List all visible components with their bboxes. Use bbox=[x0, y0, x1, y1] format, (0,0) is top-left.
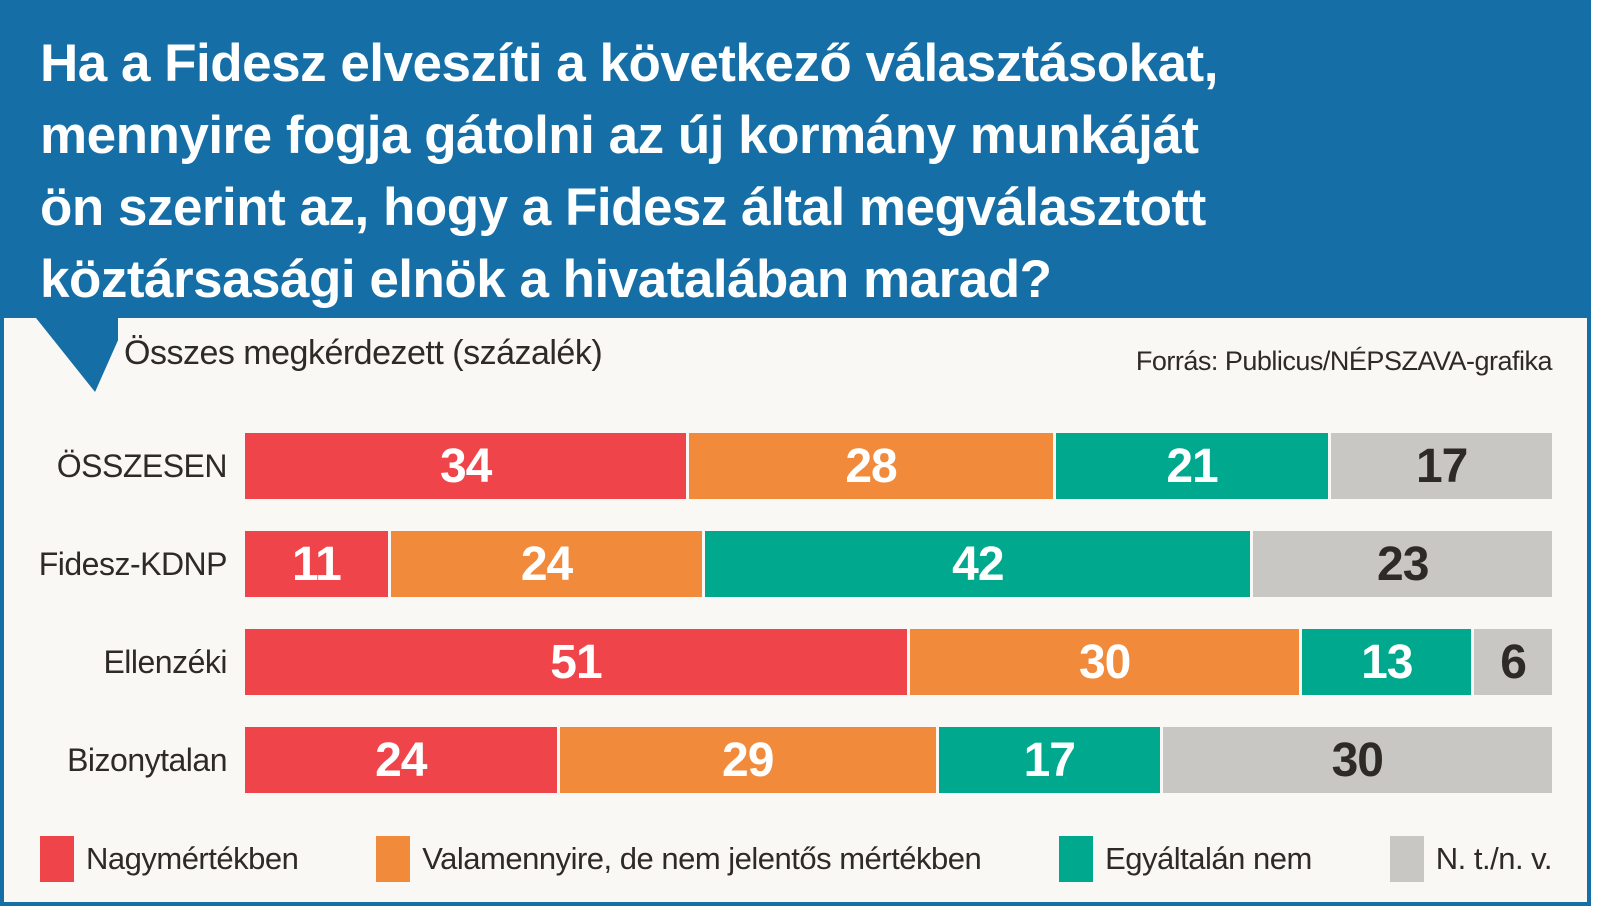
legend-label: Valamennyire, de nem jelentős mértékben bbox=[422, 841, 982, 876]
segment-value: 34 bbox=[439, 439, 492, 493]
legend-item: Nagymértékben bbox=[40, 836, 299, 882]
bar-segment: 21 bbox=[1055, 433, 1329, 499]
segment-value: 21 bbox=[1166, 439, 1218, 493]
segment-value: 29 bbox=[722, 733, 774, 787]
segment-value: 30 bbox=[1078, 635, 1131, 689]
stacked-bar: 51 30 13 6 bbox=[245, 629, 1552, 695]
bar-segment: 30 bbox=[909, 629, 1300, 695]
chart-row: ÖSSZESEN 34 28 21 17 bbox=[0, 433, 1600, 499]
segment-value: 17 bbox=[1023, 733, 1076, 787]
chart-row: Fidesz-KDNP 11 24 42 23 bbox=[0, 531, 1600, 597]
bar-segment: 24 bbox=[245, 727, 557, 793]
row-label: Ellenzéki bbox=[103, 644, 227, 680]
question-title-line-3: ön szerint az, hogy a Fidesz által megvá… bbox=[40, 178, 1206, 237]
segment-value: 24 bbox=[520, 537, 573, 591]
legend-swatch-icon bbox=[376, 836, 411, 882]
row-label: Bizonytalan bbox=[67, 742, 227, 778]
bar-segment: 42 bbox=[705, 531, 1251, 597]
legend-item: Valamennyire, de nem jelentős mértékben bbox=[376, 836, 982, 882]
stacked-bar: 34 28 21 17 bbox=[245, 433, 1552, 499]
question-title-line-1: Ha a Fidesz elveszíti a következő válasz… bbox=[40, 34, 1218, 93]
question-title-line-2: mennyire fogja gátolni az új kormány mun… bbox=[40, 106, 1199, 165]
legend-item: Egyáltalán nem bbox=[1059, 836, 1312, 882]
legend-label: Egyáltalán nem bbox=[1105, 841, 1312, 876]
segment-value: 23 bbox=[1377, 537, 1429, 591]
bar-segment: 23 bbox=[1253, 531, 1552, 597]
bar-segment: 13 bbox=[1302, 629, 1472, 695]
segment-value: 17 bbox=[1415, 439, 1468, 493]
bar-segment: 17 bbox=[1331, 433, 1552, 499]
chart-row: Ellenzéki 51 30 13 6 bbox=[0, 629, 1600, 695]
question-title-line-4: köztársasági elnök a hivatalában marad? bbox=[40, 250, 1052, 309]
chart-legend: Nagymértékben Valamennyire, de nem jelent… bbox=[40, 836, 1552, 882]
bar-segment: 11 bbox=[245, 531, 388, 597]
source-credit: Forrás: Publicus/NÉPSZAVA-grafika bbox=[1135, 346, 1553, 376]
segment-value: 51 bbox=[550, 635, 602, 689]
bar-segment: 17 bbox=[938, 727, 1160, 793]
bar-segment: 34 bbox=[245, 433, 687, 499]
segment-value: 24 bbox=[375, 733, 427, 787]
stacked-bar: 11 24 42 23 bbox=[245, 531, 1552, 597]
segment-value: 11 bbox=[292, 537, 342, 591]
legend-item: N. t./n. v. bbox=[1389, 836, 1553, 882]
legend-swatch-icon bbox=[1389, 836, 1424, 882]
bar-segment: 6 bbox=[1474, 629, 1552, 695]
row-label: ÖSSZESEN bbox=[56, 448, 228, 484]
row-label: Fidesz-KDNP bbox=[38, 546, 228, 582]
bar-segment: 24 bbox=[390, 531, 703, 597]
bar-segment: 30 bbox=[1162, 727, 1552, 793]
segment-value: 6 bbox=[1500, 635, 1527, 689]
legend-swatch-icon bbox=[1059, 836, 1094, 882]
chart-row: Bizonytalan 24 29 17 30 bbox=[0, 727, 1600, 793]
legend-swatch-icon bbox=[40, 836, 74, 882]
bar-segment: 51 bbox=[245, 629, 907, 695]
stacked-bar: 24 29 17 30 bbox=[245, 727, 1552, 793]
segment-value: 13 bbox=[1361, 635, 1413, 689]
legend-label: Nagymértékben bbox=[86, 841, 299, 876]
chart-subtitle: Összes megkérdezett (százalék) bbox=[124, 334, 603, 372]
segment-value: 30 bbox=[1331, 733, 1384, 787]
segment-value: 42 bbox=[952, 537, 1004, 591]
question-title-block: Ha a Fidesz elveszíti a következő válasz… bbox=[0, 0, 1591, 318]
segment-value: 28 bbox=[845, 439, 897, 493]
bar-segment: 28 bbox=[689, 433, 1053, 499]
bar-segment: 29 bbox=[559, 727, 936, 793]
legend-label: N. t./n. v. bbox=[1435, 841, 1553, 876]
